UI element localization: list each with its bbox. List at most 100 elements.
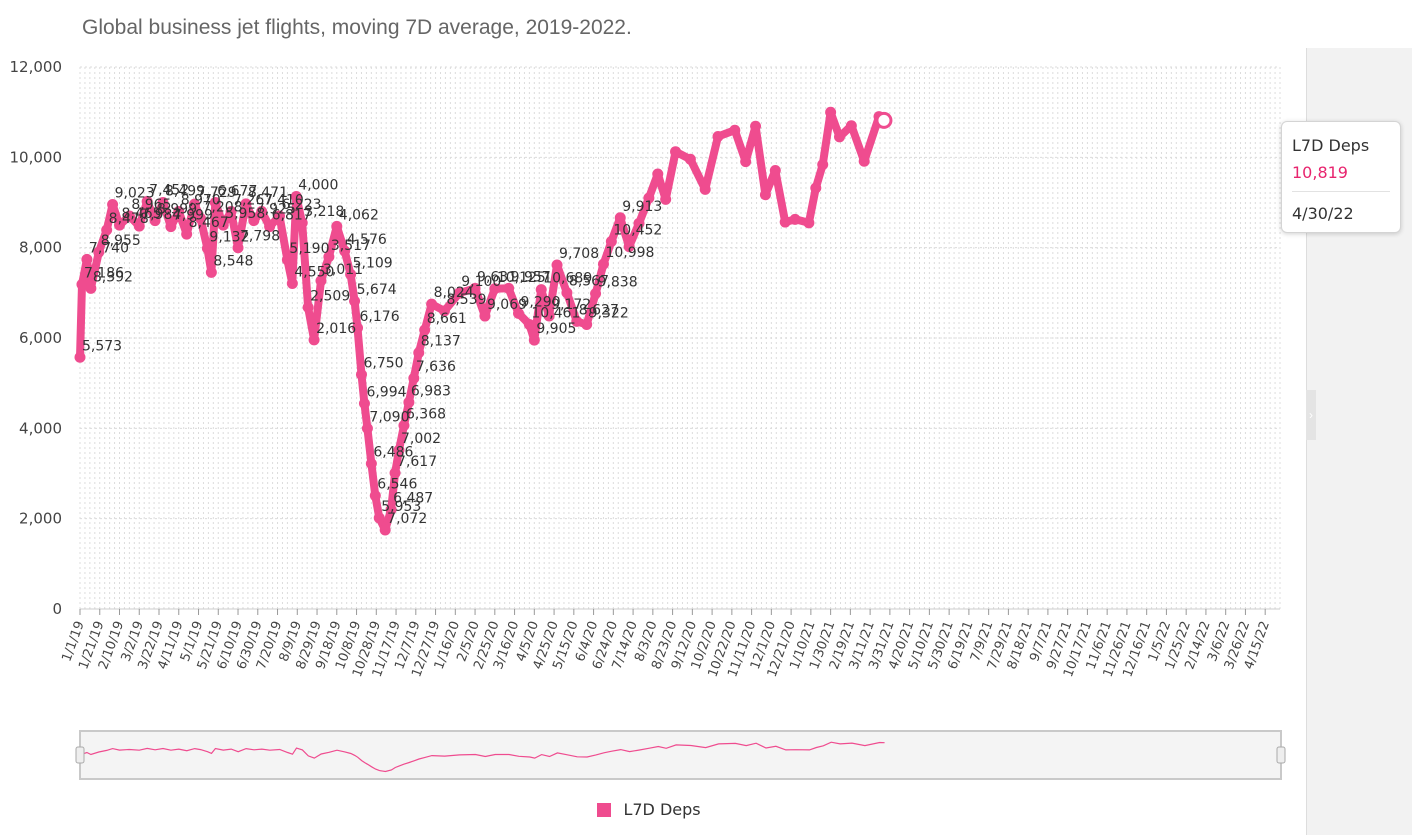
data-point	[712, 131, 724, 143]
data-label: 7,740	[89, 240, 129, 256]
data-point	[181, 228, 193, 240]
data-label: 9,023	[115, 186, 155, 202]
navigator-handle[interactable]	[75, 746, 85, 764]
data-label-layer: 5,573 7,186 7,740 8,392 8,955 8,478 9,023 8,465…	[82, 178, 662, 527]
data-label: 5,674	[357, 282, 397, 298]
data-label: 7,002	[401, 431, 441, 447]
data-point	[403, 396, 415, 408]
data-point	[331, 220, 343, 232]
data-label: 9,905	[536, 321, 576, 337]
data-point	[101, 224, 113, 236]
data-label: 7,925	[256, 202, 296, 218]
tooltip-series-name: L7D Deps	[1292, 136, 1370, 155]
data-label: 7,636	[416, 359, 456, 375]
data-label: 5,573	[82, 338, 122, 354]
data-point	[789, 213, 801, 225]
chart-title: Global business jet flights, moving 7D a…	[82, 16, 632, 39]
data-point	[355, 369, 367, 381]
data-point	[571, 315, 583, 327]
data-point	[817, 159, 829, 171]
navigator-series-line	[79, 741, 885, 773]
data-point	[670, 146, 682, 158]
data-label: 6,983	[411, 383, 451, 399]
data-point	[274, 210, 286, 222]
side-panel-toggle[interactable]: ›	[1306, 390, 1316, 440]
data-point	[281, 254, 293, 266]
data-point	[643, 192, 655, 204]
data-point	[201, 242, 213, 254]
data-point	[349, 295, 361, 307]
data-label: 6,368	[406, 407, 446, 423]
data-point	[240, 198, 252, 210]
data-label: 8,970	[181, 193, 221, 209]
data-point	[523, 318, 535, 330]
legend-label: L7D Deps	[623, 800, 701, 819]
data-label: 7,208	[202, 199, 242, 215]
data-point	[76, 278, 88, 290]
data-label: 8,661	[427, 311, 467, 327]
data-label: 6,486	[373, 445, 413, 461]
navigator[interactable]	[75, 730, 1286, 780]
data-point	[107, 199, 119, 211]
data-label: 7,729	[197, 185, 237, 201]
data-label: 3,517	[331, 238, 371, 254]
data-label: 6,223	[282, 197, 322, 213]
data-point	[85, 282, 97, 294]
data-point	[173, 206, 185, 218]
tooltip-date: 4/30/22	[1292, 204, 1354, 223]
data-point	[740, 156, 752, 168]
tooltip: L7D Deps 10,819 4/30/22	[1281, 121, 1401, 233]
navigator-handle[interactable]	[1276, 746, 1286, 764]
data-point	[114, 219, 126, 231]
data-point	[308, 334, 320, 346]
data-label: 7,984	[141, 207, 181, 223]
data-point	[290, 191, 302, 203]
data-point	[597, 258, 609, 270]
data-label: 5,109	[353, 255, 393, 271]
data-label: 6,487	[393, 491, 433, 507]
data-point	[398, 420, 410, 432]
hover-marker	[875, 111, 893, 129]
data-label: 9,322	[589, 305, 629, 321]
data-point	[225, 206, 237, 218]
data-point	[205, 266, 217, 278]
data-label: 9,708	[559, 246, 599, 262]
data-label: 8,567	[569, 274, 609, 290]
data-point	[256, 206, 268, 218]
tooltip-divider	[1292, 191, 1390, 192]
data-label: 2,509	[310, 288, 350, 304]
data-label: 7,798	[240, 229, 280, 245]
data-label: 5,190	[289, 241, 329, 257]
data-label: 8,539	[446, 292, 486, 308]
data-point	[779, 216, 791, 228]
data-point	[189, 198, 201, 210]
data-label: 9,172	[551, 297, 591, 313]
data-point	[352, 322, 364, 334]
y-tick-label: 0	[52, 600, 62, 618]
data-point	[232, 242, 244, 254]
data-point	[605, 235, 617, 247]
data-label: 7,410	[264, 193, 304, 209]
data-point	[614, 212, 626, 224]
data-point	[623, 241, 635, 253]
data-label: 9,631	[477, 269, 517, 285]
series-layer	[74, 106, 893, 536]
data-label: 9,838	[598, 275, 638, 291]
data-point	[358, 397, 370, 409]
data-label: 8,392	[93, 269, 133, 285]
data-label: 9,100	[461, 274, 501, 290]
data-label: 8,627	[579, 302, 619, 318]
data-label: 9,069	[487, 297, 527, 313]
legend-item[interactable]: L7D Deps	[597, 800, 701, 820]
data-label: 6,677	[217, 184, 257, 200]
data-point	[296, 217, 308, 229]
legend-swatch	[597, 802, 611, 817]
data-point	[345, 268, 357, 280]
data-point	[513, 307, 525, 319]
y-tick-label: 12,000	[10, 58, 63, 76]
data-point	[479, 310, 491, 322]
data-point	[165, 221, 177, 233]
data-point	[684, 153, 696, 165]
data-label: 10,125	[497, 270, 546, 286]
axis-layer: 02,0004,0006,0008,00010,00012,0001/1/191…	[10, 58, 1280, 679]
